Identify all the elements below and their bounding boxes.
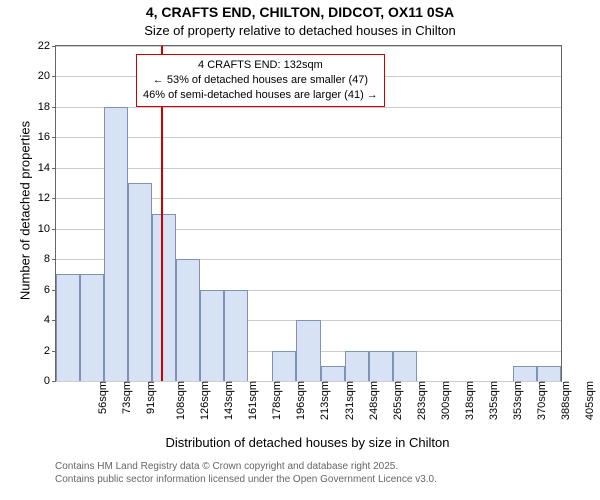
x-tick-label: 73sqm <box>117 381 133 414</box>
x-tick-label: 56sqm <box>93 381 109 414</box>
histogram-bar <box>152 214 176 382</box>
x-tick-label: 213sqm <box>316 381 332 420</box>
x-tick-label: 161sqm <box>243 381 259 420</box>
histogram-bar <box>537 366 561 381</box>
x-tick-label: 126sqm <box>195 381 211 420</box>
y-axis-label: Number of detached properties <box>18 100 33 320</box>
x-tick-label: 405sqm <box>580 381 596 420</box>
histogram-bar <box>513 366 537 381</box>
x-tick-label: 300sqm <box>436 381 452 420</box>
x-tick-label: 265sqm <box>388 381 404 420</box>
y-tick-mark <box>52 107 56 108</box>
footer-line: Contains HM Land Registry data © Crown c… <box>55 460 437 473</box>
chart-footer: Contains HM Land Registry data © Crown c… <box>55 460 437 486</box>
histogram-bar <box>128 183 152 381</box>
grid-line <box>56 168 561 169</box>
histogram-bar <box>224 290 248 381</box>
histogram-bar <box>56 274 80 381</box>
annotation-line: 4 CRAFTS END: 132sqm <box>143 58 378 73</box>
footer-line: Contains public sector information licen… <box>55 473 437 486</box>
annotation-line: ← 53% of detached houses are smaller (47… <box>143 73 378 88</box>
grid-line <box>56 107 561 108</box>
y-tick-mark <box>52 137 56 138</box>
histogram-bar <box>393 351 417 381</box>
histogram-bar <box>200 290 224 381</box>
histogram-bar <box>321 366 345 381</box>
x-tick-label: 143sqm <box>219 381 235 420</box>
grid-line <box>56 46 561 47</box>
y-tick-mark <box>52 46 56 47</box>
annotation-box: 4 CRAFTS END: 132sqm← 53% of detached ho… <box>136 54 385 107</box>
x-tick-label: 283sqm <box>412 381 428 420</box>
x-tick-label: 248sqm <box>364 381 380 420</box>
annotation-line: 46% of semi-detached houses are larger (… <box>143 88 378 103</box>
chart-subtitle: Size of property relative to detached ho… <box>0 23 600 38</box>
histogram-bar <box>369 351 393 381</box>
plot-area: 024681012141618202256sqm73sqm91sqm108sqm… <box>55 45 562 382</box>
x-tick-label: 335sqm <box>484 381 500 420</box>
y-tick-mark <box>52 198 56 199</box>
grid-line <box>56 137 561 138</box>
property-size-chart: 4, CRAFTS END, CHILTON, DIDCOT, OX11 0SA… <box>0 0 600 500</box>
y-tick-mark <box>52 381 56 382</box>
y-tick-mark <box>52 168 56 169</box>
histogram-bar <box>176 259 200 381</box>
x-tick-label: 370sqm <box>532 381 548 420</box>
histogram-bar <box>296 320 320 381</box>
x-tick-label: 388sqm <box>556 381 572 420</box>
x-tick-label: 91sqm <box>141 381 157 414</box>
histogram-bar <box>272 351 296 381</box>
x-tick-label: 231sqm <box>340 381 356 420</box>
y-tick-mark <box>52 76 56 77</box>
y-tick-mark <box>52 259 56 260</box>
x-tick-label: 353sqm <box>508 381 524 420</box>
y-tick-mark <box>52 229 56 230</box>
histogram-bar <box>104 107 128 381</box>
x-tick-label: 108sqm <box>171 381 187 420</box>
x-tick-label: 196sqm <box>292 381 308 420</box>
histogram-bar <box>80 274 104 381</box>
x-tick-label: 318sqm <box>460 381 476 420</box>
histogram-bar <box>345 351 369 381</box>
x-tick-label: 178sqm <box>267 381 283 420</box>
chart-title: 4, CRAFTS END, CHILTON, DIDCOT, OX11 0SA <box>0 4 600 20</box>
x-axis-label: Distribution of detached houses by size … <box>55 435 560 450</box>
